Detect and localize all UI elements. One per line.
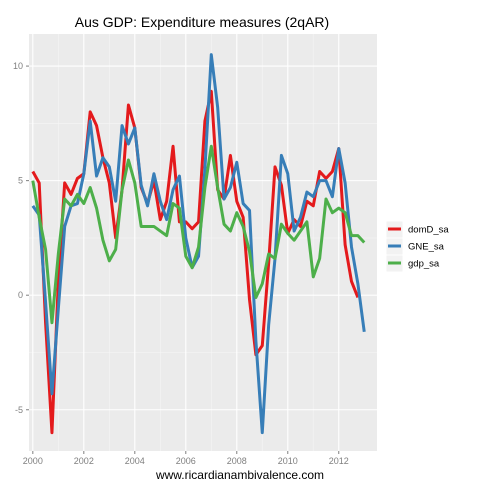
y-axis-ticks: -5 0 5 10 xyxy=(13,61,29,415)
x-axis-ticks: 2000 2002 2004 2006 2008 2010 2012 xyxy=(23,451,349,466)
x-axis-label: www.ricardianambivalence.com xyxy=(155,468,324,480)
x-tick-label: 2002 xyxy=(74,456,94,466)
x-tick-label: 2006 xyxy=(176,456,196,466)
series-line-gdp_sa xyxy=(31,144,366,325)
y-tick-label: 10 xyxy=(13,61,23,71)
series-lines xyxy=(31,53,366,435)
series-line-GNE_sa xyxy=(31,53,366,435)
x-tick-label: 2012 xyxy=(329,456,349,466)
x-tick-label: 2010 xyxy=(278,456,298,466)
legend-label-GNE_sa: GNE_sa xyxy=(408,242,445,253)
y-tick-label: 5 xyxy=(18,176,23,186)
y-tick-label: -5 xyxy=(15,405,23,415)
chart-title: Aus GDP: Expenditure measures (2qAR) xyxy=(75,14,329,30)
legend-label-gdp_sa: gdp_sa xyxy=(408,259,440,270)
plot-panel xyxy=(29,34,377,451)
legend-label-domD_sa: domD_sa xyxy=(408,225,449,236)
x-tick-label: 2000 xyxy=(23,456,43,466)
x-tick-label: 2004 xyxy=(125,456,145,466)
x-tick-label: 2008 xyxy=(227,456,247,466)
y-tick-label: 0 xyxy=(18,290,23,300)
legend: domD_sa GNE_sa gdp_sa xyxy=(385,220,449,273)
